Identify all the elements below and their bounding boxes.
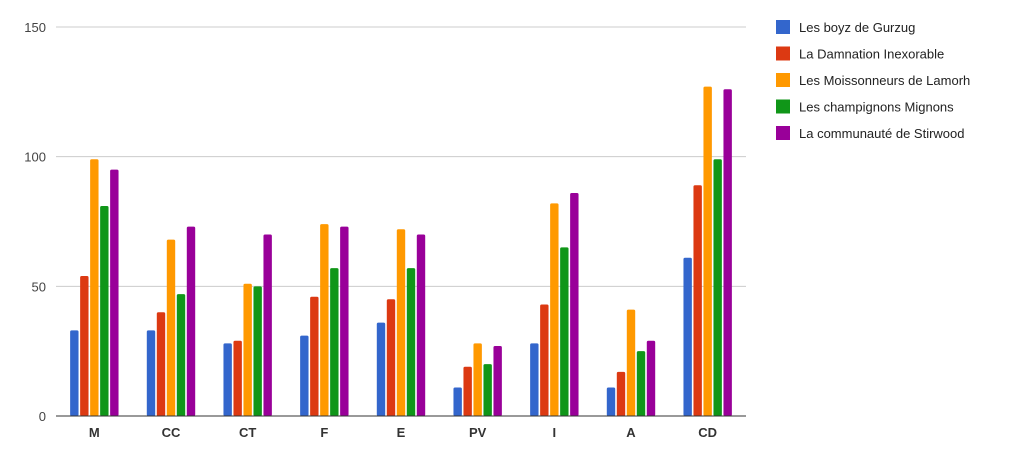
bar-CC-3 (166, 239, 176, 416)
legend-item: Les boyz de Gurzug (776, 20, 915, 35)
legend-item: Les Moissonneurs de Lamorh (776, 73, 970, 88)
bar-PV-1 (453, 387, 462, 416)
bar-CD-5 (723, 89, 732, 417)
bar-CD-2 (693, 185, 702, 416)
legend-label: La communauté de Stirwood (799, 126, 964, 141)
bar-F-5 (340, 226, 349, 416)
bar-M-2 (80, 275, 89, 416)
bar-E-3 (396, 229, 406, 416)
x-category-label: A (626, 425, 636, 440)
x-category-label: I (553, 425, 557, 440)
x-category-label: M (89, 425, 100, 440)
x-category-label: F (320, 425, 328, 440)
legend-label: La Damnation Inexorable (799, 47, 944, 62)
bar-A-2 (616, 371, 626, 416)
bar-CC-4 (176, 294, 186, 416)
bars (70, 86, 732, 417)
bar-I-3 (550, 203, 559, 416)
bar-CT-4 (253, 286, 262, 416)
bar-CT-1 (223, 343, 232, 416)
bar-PV-4 (483, 364, 492, 416)
bar-F-1 (300, 335, 309, 416)
bar-CD-1 (683, 257, 692, 416)
bar-F-4 (330, 268, 339, 416)
bar-CD-3 (703, 86, 712, 416)
x-category-label: PV (469, 425, 487, 440)
bar-PV-3 (473, 343, 482, 416)
x-category-label: E (397, 425, 406, 440)
bar-PV-5 (493, 345, 502, 416)
bar-E-4 (406, 268, 416, 416)
x-category-label: CC (162, 425, 181, 440)
bar-M-3 (90, 159, 99, 416)
y-axis-ticks: 0 50 100 150 (24, 20, 46, 424)
legend-item: La communauté de Stirwood (776, 126, 964, 141)
bar-I-1 (530, 343, 539, 416)
x-axis-categories: M CC CT F E PV I A CD (89, 425, 717, 440)
bar-A-1 (606, 387, 616, 416)
legend-swatch (776, 20, 790, 34)
y-tick-label: 100 (24, 150, 46, 165)
bar-CD-4 (713, 159, 722, 416)
bar-A-5 (646, 340, 656, 416)
legend-swatch (776, 46, 790, 61)
bar-CT-3 (243, 283, 252, 416)
bar-M-1 (70, 330, 79, 416)
y-tick-label: 50 (32, 279, 46, 294)
bar-CC-2 (156, 312, 166, 416)
bar-M-5 (110, 169, 119, 416)
legend-item: La Damnation Inexorable (776, 46, 944, 62)
bar-PV-2 (463, 366, 472, 416)
legend-swatch (776, 73, 790, 87)
bar-E-1 (376, 322, 386, 416)
bar-I-2 (540, 304, 549, 416)
bar-E-5 (416, 234, 426, 416)
bar-CC-1 (146, 330, 156, 416)
y-tick-label: 0 (39, 409, 46, 424)
x-category-label: CT (239, 425, 256, 440)
legend-swatch (776, 126, 790, 140)
bar-A-4 (636, 351, 646, 416)
bar-M-4 (100, 205, 109, 416)
legend-label: Les Moissonneurs de Lamorh (799, 73, 970, 88)
bar-I-4 (560, 247, 569, 416)
legend-swatch (776, 99, 790, 114)
bar-CT-5 (263, 234, 272, 416)
bar-A-3 (626, 309, 636, 416)
legend-label: Les champignons Mignons (799, 100, 954, 115)
x-category-label: CD (698, 425, 717, 440)
bar-I-5 (570, 192, 579, 416)
legend-label: Les boyz de Gurzug (799, 20, 915, 35)
bar-E-2 (386, 299, 396, 416)
bar-F-2 (310, 296, 319, 416)
legend: Les boyz de Gurzug La Damnation Inexorabl… (776, 20, 970, 141)
y-tick-label: 150 (24, 20, 46, 35)
bar-F-3 (320, 224, 329, 416)
bar-CC-5 (186, 226, 196, 416)
legend-item: Les champignons Mignons (776, 99, 954, 115)
bar-CT-2 (233, 340, 242, 416)
